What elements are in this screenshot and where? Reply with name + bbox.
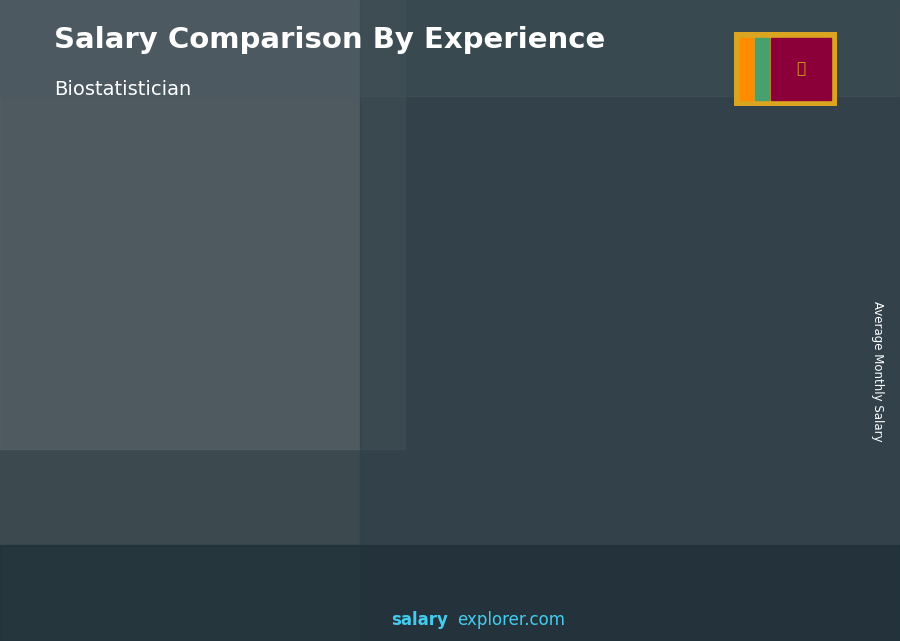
Bar — [0, 545, 900, 641]
Polygon shape — [609, 254, 618, 558]
Bar — [325, 336, 383, 558]
Text: 153,000 LKR: 153,000 LKR — [419, 262, 503, 275]
Bar — [0, 0, 405, 449]
Polygon shape — [723, 238, 732, 558]
Text: Biostatistician: Biostatistician — [54, 80, 191, 99]
Text: salary: salary — [392, 612, 448, 629]
Polygon shape — [497, 279, 506, 558]
Text: 167,000 LKR: 167,000 LKR — [533, 237, 616, 249]
Text: 97,400 LKR: 97,400 LKR — [197, 363, 273, 376]
Polygon shape — [437, 279, 506, 290]
Text: explorer.com: explorer.com — [457, 612, 565, 629]
Text: 176,000 LKR: 176,000 LKR — [646, 220, 730, 233]
Bar — [664, 250, 723, 558]
Text: 🦁: 🦁 — [796, 62, 806, 76]
Bar — [740, 38, 753, 100]
Bar — [0, 0, 900, 96]
Bar — [770, 38, 831, 100]
Text: +9%: +9% — [505, 201, 550, 219]
Bar — [437, 290, 497, 558]
Text: +5%: +5% — [617, 183, 663, 201]
Text: +34%: +34% — [158, 334, 217, 352]
Text: 127,000 LKR: 127,000 LKR — [306, 309, 391, 322]
Polygon shape — [270, 381, 279, 558]
Text: Average Monthly Salary: Average Monthly Salary — [871, 301, 884, 442]
Polygon shape — [157, 426, 166, 558]
Polygon shape — [551, 254, 618, 266]
Bar — [360, 0, 900, 641]
Text: +30%: +30% — [272, 278, 330, 296]
Text: +21%: +21% — [385, 229, 443, 247]
Polygon shape — [98, 426, 166, 431]
Bar — [755, 38, 769, 100]
Bar — [551, 266, 609, 558]
Text: 72,600 LKR: 72,600 LKR — [85, 408, 159, 421]
Polygon shape — [325, 327, 392, 336]
Bar — [98, 431, 157, 558]
Polygon shape — [664, 238, 732, 250]
Text: Salary Comparison By Experience: Salary Comparison By Experience — [54, 26, 605, 54]
Bar — [212, 387, 270, 558]
Polygon shape — [383, 327, 392, 558]
Polygon shape — [212, 381, 279, 387]
